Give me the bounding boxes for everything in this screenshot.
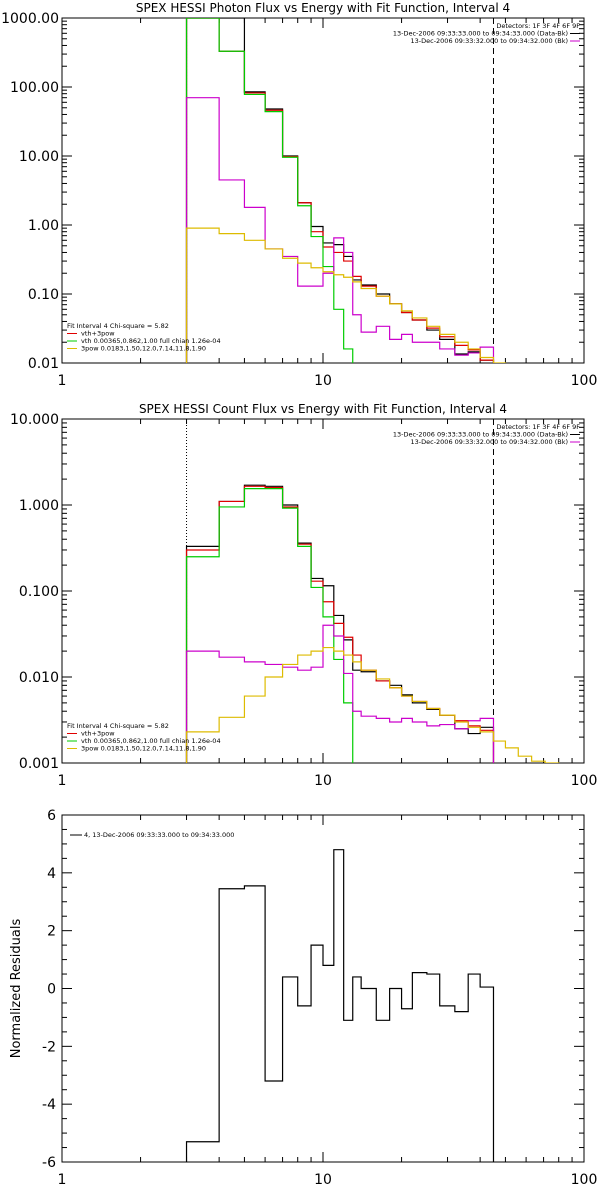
series-line-4: [185, 646, 560, 763]
plot-area: [185, 849, 495, 1162]
residuals-panel: 1 10 100 -6 -4 -2 0 2 4 6 Normalized Residuals 4, 1…: [9, 808, 597, 1188]
info-line: 13-Dec-2006 09:33:32.000 to 09:34:32.000…: [411, 37, 569, 45]
y-tick-label: 100.00: [10, 80, 59, 96]
x-tick-label: 100: [571, 373, 598, 389]
y-tick-label: 0.010: [19, 670, 59, 686]
y-tick-label: 0: [47, 982, 56, 998]
y-tick-label: 0.001: [19, 756, 59, 772]
series-line-2: [185, 488, 354, 763]
y-tick-label: -4: [42, 1097, 56, 1113]
count-flux-panel: SPEX HESSI Count Flux vs Energy with Fit…: [10, 402, 597, 789]
y-tick-label: -2: [42, 1039, 56, 1055]
y-tick-label: 10.000: [10, 412, 59, 428]
info-line: 4, 13-Dec-2006 09:33:33.000 to 09:34:33.…: [84, 831, 234, 839]
y-tick-label: 10.00: [19, 149, 59, 165]
y-tick-label: 4: [47, 866, 56, 882]
info-line: Detectors: 1F 3F 4F 6F 9F: [496, 423, 580, 431]
legend-line: vth+3pow: [81, 730, 115, 738]
y-tick-label: 0.01: [28, 356, 59, 372]
plot-frame: [61, 814, 585, 1163]
series-line-1: [185, 18, 495, 363]
x-tick-label: 10: [314, 1172, 332, 1188]
legend-line: Fit Interval 4 Chi-square = 5.82: [67, 322, 169, 330]
x-tick-label: 100: [571, 773, 598, 789]
legend-line: Fit Interval 4 Chi-square = 5.82: [67, 722, 169, 730]
x-tick-label: 10: [314, 373, 332, 389]
series-line-3: [185, 624, 495, 763]
series-line-2: [185, 18, 354, 363]
y-tick-label: 0.10: [28, 287, 59, 303]
photon-flux-panel: SPEX HESSI Photon Flux vs Energy with Fi…: [1, 1, 597, 389]
y-axis-label: Normalized Residuals: [9, 919, 24, 1059]
series-line-1: [185, 485, 495, 763]
chart-title: SPEX HESSI Photon Flux vs Energy with Fi…: [136, 1, 510, 15]
series-line-0: [185, 484, 495, 763]
info-line: Detectors: 1F 3F 4F 6F 9F: [496, 22, 580, 30]
x-tick-label: 10: [314, 773, 332, 789]
y-tick-label: 1.00: [28, 218, 59, 234]
chart-title: SPEX HESSI Count Flux vs Energy with Fit…: [139, 402, 507, 416]
x-tick-label: 1: [58, 373, 67, 389]
x-tick-label: 1: [58, 773, 67, 789]
y-tick-label: -6: [42, 1155, 56, 1171]
y-tick-label: 0.100: [19, 584, 59, 600]
info-line: 13-Dec-2006 09:33:32.000 to 09:34:32.000…: [411, 438, 569, 446]
series-line-4: [185, 227, 507, 363]
plot-frame: [61, 17, 585, 364]
legend-line: vth 0.00365,0.862,1.00 full chian 1.26e-…: [81, 737, 221, 745]
y-tick-label: 6: [47, 808, 56, 824]
legend-line: 3pow 0.0183,1.50,12.0,7.14,11.8,1.90: [81, 745, 206, 753]
x-tick-label: 100: [571, 1172, 598, 1188]
info-line: 13-Dec-2006 09:33:33.000 to 09:34:33.000…: [393, 431, 568, 439]
legend-line: vth+3pow: [81, 330, 115, 338]
plot-area: [185, 18, 507, 363]
legend-line: vth 0.00365,0.862,1.00 full chian 1.26e-…: [81, 337, 221, 345]
legend-line: 3pow 0.0183,1.50,12.0,7.14,11.8,1.90: [81, 345, 206, 353]
plot-area: [185, 419, 560, 763]
series-line-0: [185, 18, 495, 363]
x-tick-label: 1: [58, 1172, 67, 1188]
series-line-3: [185, 97, 495, 363]
y-tick-label: 1.000: [19, 498, 59, 514]
info-line: 13-Dec-2006 09:33:33.000 to 09:34:33.000…: [393, 30, 568, 38]
y-tick-label: 1000.00: [1, 11, 59, 27]
y-tick-label: 2: [47, 924, 56, 940]
series-line-0: [185, 849, 495, 1162]
